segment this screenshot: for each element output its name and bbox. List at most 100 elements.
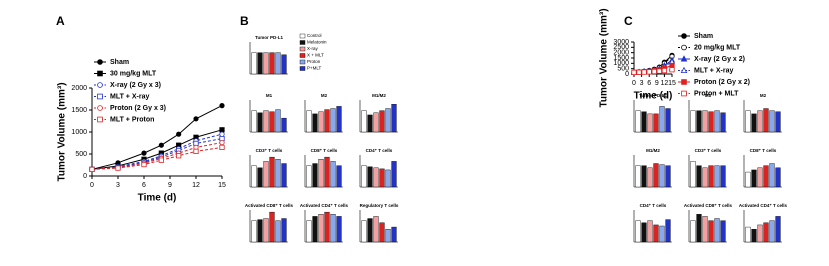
bar xyxy=(367,218,373,243)
bar xyxy=(690,110,696,133)
marker xyxy=(669,67,675,73)
bar xyxy=(318,159,324,188)
marker xyxy=(219,131,225,137)
y-tick-label: 0 xyxy=(83,173,87,180)
chart-title: Tumor PD-L1 xyxy=(639,93,667,98)
chart-title: M2 xyxy=(321,93,328,98)
marker xyxy=(631,69,637,75)
bar xyxy=(690,220,696,243)
bar xyxy=(708,165,714,188)
y-axis-label: Tumor Volume (mm³) xyxy=(57,82,68,181)
x-tick-label: 6 xyxy=(647,80,651,87)
bar xyxy=(275,220,281,243)
y-tick-label: 3000 xyxy=(613,39,629,46)
bar xyxy=(379,222,385,243)
chart-title: Activated CD4⁺ T cells xyxy=(300,203,349,208)
y-tick-label: 1500 xyxy=(613,55,629,62)
legend-swatch xyxy=(299,53,306,58)
bar xyxy=(251,52,257,75)
bar xyxy=(665,108,671,133)
bar xyxy=(751,113,757,133)
bar xyxy=(665,219,671,243)
bar xyxy=(257,167,263,188)
bar xyxy=(641,222,647,243)
legend-label: X-ray xyxy=(307,46,319,51)
bar xyxy=(269,156,275,188)
bar xyxy=(330,214,336,243)
marker xyxy=(681,79,687,85)
bar xyxy=(269,52,275,75)
bar xyxy=(720,165,726,188)
marker xyxy=(158,142,164,148)
legend-label: Melatonin xyxy=(307,40,327,45)
bar xyxy=(751,169,757,188)
bar xyxy=(641,111,647,133)
marker xyxy=(681,33,687,39)
legend-label: X + MLT xyxy=(307,53,324,58)
y-tick-label: 0 xyxy=(625,71,629,78)
marker xyxy=(115,165,121,171)
legend-label: Proton (2 Gy x 2) xyxy=(694,79,750,86)
bar xyxy=(361,165,367,188)
bar xyxy=(251,165,257,188)
bar xyxy=(263,52,269,75)
bar xyxy=(635,165,641,188)
bar xyxy=(281,163,287,188)
bar xyxy=(696,165,702,188)
bar xyxy=(757,224,763,243)
bar xyxy=(367,114,373,133)
chart-title: CD4⁺ T cells xyxy=(640,203,667,208)
bar xyxy=(745,110,751,133)
x-tick-label: 9 xyxy=(655,80,659,87)
marker xyxy=(176,131,182,137)
marker xyxy=(97,116,103,123)
bar xyxy=(714,218,720,243)
bar xyxy=(361,110,367,133)
marker xyxy=(651,68,657,75)
legend-label: Proton xyxy=(307,59,321,64)
panel-letter: A xyxy=(56,14,65,28)
bar xyxy=(330,161,336,188)
bar xyxy=(391,226,397,243)
bar xyxy=(757,110,763,133)
chart-title: M1/M2 xyxy=(646,148,660,153)
bar xyxy=(653,224,659,243)
legend-swatch xyxy=(299,59,306,65)
bar xyxy=(251,220,257,243)
bar xyxy=(720,220,726,243)
bar xyxy=(324,156,330,188)
x-tick-label: 0 xyxy=(632,80,636,87)
marker xyxy=(656,68,662,74)
marker xyxy=(646,69,652,75)
bar xyxy=(763,222,769,243)
marker xyxy=(636,69,642,75)
marker xyxy=(97,93,103,100)
bar xyxy=(391,104,397,133)
legend-label: MLT + Proton xyxy=(110,116,154,123)
legend-swatch xyxy=(299,33,306,39)
legend-swatch xyxy=(299,46,306,52)
y-tick-label: 2000 xyxy=(71,85,87,92)
bar xyxy=(714,110,720,133)
bar xyxy=(373,112,379,133)
bar xyxy=(659,164,665,188)
marker xyxy=(97,70,103,77)
bar xyxy=(306,110,312,133)
y-axis-label: Tumor Volume (mm³) xyxy=(599,8,610,107)
legend-label: Sham xyxy=(110,59,129,66)
y-tick-label: 1500 xyxy=(71,107,87,114)
bar xyxy=(318,111,324,133)
bar xyxy=(775,216,781,243)
bar xyxy=(275,52,281,75)
bar xyxy=(708,111,714,133)
y-tick-label: 2000 xyxy=(613,50,629,57)
legend-label: Control xyxy=(307,33,322,38)
bar xyxy=(696,110,702,133)
x-axis-label: Time (d) xyxy=(138,193,177,204)
bar xyxy=(720,112,726,133)
chart-title: M2 xyxy=(760,93,767,98)
bar xyxy=(635,220,641,243)
bar xyxy=(708,220,714,243)
legend-label: X-ray (2 Gy x 2) xyxy=(694,56,745,63)
x-tick-label: 3 xyxy=(116,182,120,189)
